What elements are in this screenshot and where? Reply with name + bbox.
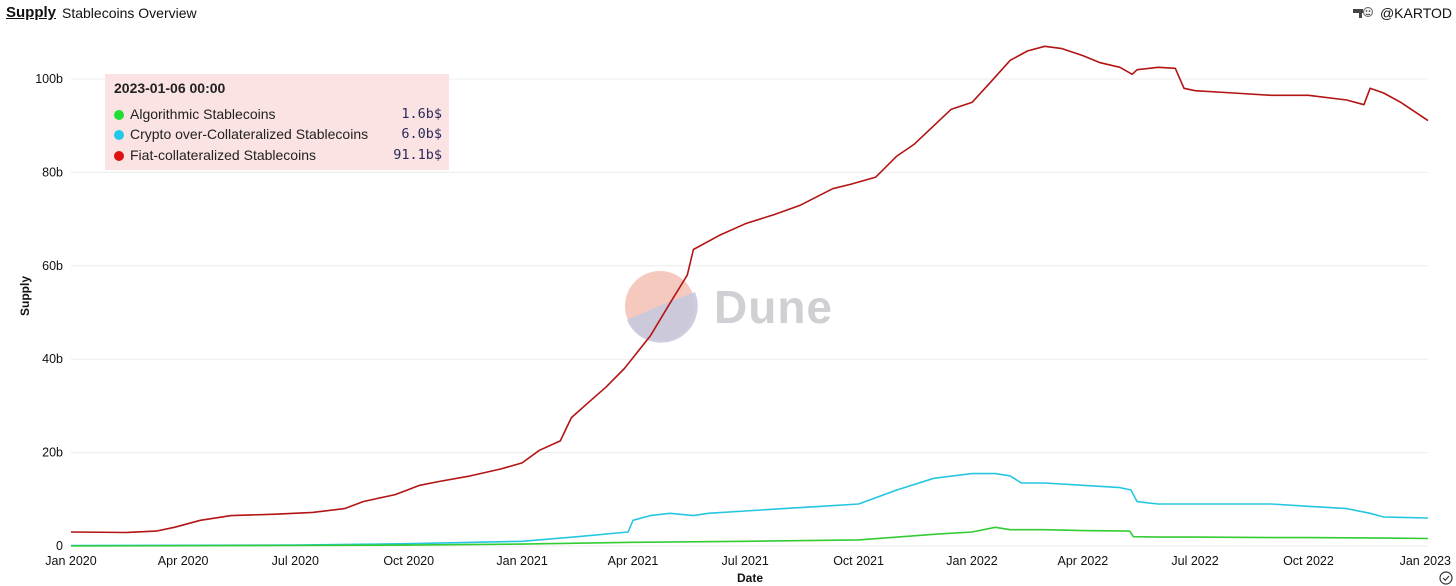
y-tick-label: 100b: [35, 72, 63, 86]
tooltip-series-value: 6.0b$: [401, 126, 442, 142]
y-tick-label: 80b: [42, 165, 63, 179]
tooltip-row: Crypto over-Collateralized Stablecoins 6…: [114, 126, 442, 144]
tooltip-series-value: 1.6b$: [401, 106, 442, 122]
tooltip-series-label: Algorithmic Stablecoins: [130, 106, 276, 122]
legend-dot-icon: [114, 151, 124, 161]
y-axis-label: Supply: [18, 276, 32, 316]
series-line-fiat-collateralized-stablecoins[interactable]: [70, 45, 1429, 534]
x-axis-ticks: Jan 2020 Apr 2020 Jul 2020 Oct 2020 Jan 2021…: [45, 554, 1451, 568]
chart-header: Supply Stablecoins Overview @KARTOD: [0, 0, 1456, 28]
x-tick-label: Jul 2022: [1171, 554, 1218, 568]
x-tick-label: Jul 2020: [272, 554, 319, 568]
series-line-crypto-over-collateralized-stablecoins[interactable]: [70, 472, 1429, 547]
author-badge[interactable]: @KARTOD: [1352, 5, 1452, 21]
tooltip-row: Algorithmic Stablecoins 1.6b$: [114, 106, 442, 124]
legend-dot-icon: [114, 110, 124, 120]
legend-dot-icon: [114, 130, 124, 140]
y-tick-label: 40b: [42, 352, 63, 366]
y-tick-label: 20b: [42, 446, 63, 460]
x-tick-label: Oct 2021: [833, 554, 884, 568]
dune-watermark: Dune: [714, 281, 833, 333]
x-tick-label: Oct 2022: [1283, 554, 1334, 568]
x-tick-label: Jul 2021: [722, 554, 769, 568]
x-tick-label: Jan 2023: [1400, 554, 1451, 568]
gun-emoji-icon: [1352, 7, 1373, 18]
dune-logo-icon: [625, 271, 698, 343]
tooltip-date: 2023-01-06 00:00: [114, 80, 226, 96]
tooltip-row: Fiat-collateralized Stablecoins 91.1b$: [114, 147, 442, 165]
x-axis-label: Date: [737, 571, 763, 585]
y-tick-label: 60b: [42, 259, 63, 273]
y-axis-ticks: 0 20b 40b 60b 80b 100b: [35, 72, 63, 553]
author-name: @KARTOD: [1379, 5, 1452, 21]
chart-title: Stablecoins Overview: [62, 5, 197, 21]
x-tick-label: Jan 2020: [45, 554, 96, 568]
y-tick-label: 0: [56, 539, 63, 553]
tooltip-series-value: 91.1b$: [393, 147, 442, 163]
x-tick-label: Oct 2020: [383, 554, 434, 568]
x-tick-label: Jan 2021: [496, 554, 547, 568]
x-tick-label: Jan 2022: [946, 554, 997, 568]
tooltip-series-label: Fiat-collateralized Stablecoins: [130, 147, 316, 163]
series-line-algorithmic-stablecoins[interactable]: [70, 526, 1429, 547]
x-tick-label: Apr 2020: [158, 554, 209, 568]
tab-supply[interactable]: Supply: [6, 4, 57, 21]
x-tick-label: Apr 2021: [608, 554, 659, 568]
x-tick-label: Apr 2022: [1058, 554, 1109, 568]
series-lines: [70, 45, 1429, 547]
hover-tooltip: 2023-01-06 00:00 Algorithmic Stablecoins…: [105, 74, 449, 170]
checkmark-circle-icon[interactable]: [1439, 571, 1453, 585]
tooltip-series-label: Crypto over-Collateralized Stablecoins: [130, 126, 369, 142]
